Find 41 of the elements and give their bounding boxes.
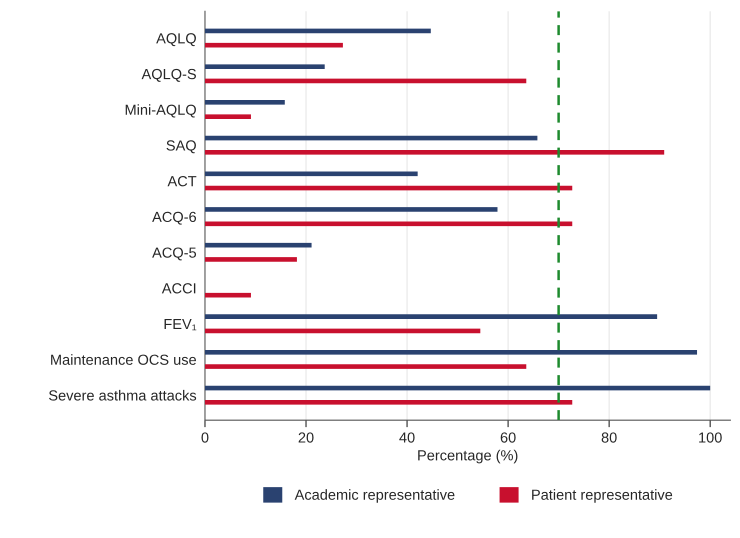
y-tick-label: ACQ-6 [152, 212, 196, 225]
x-axis-title: Percentage (%) [418, 450, 518, 464]
bar [204, 150, 664, 155]
bar [204, 328, 480, 334]
x-tick-label: 100 [699, 432, 722, 443]
bar [204, 314, 658, 319]
y-tick-label: FEV₁ [164, 319, 196, 330]
y-tick-label: Mini-AQLQ [126, 104, 196, 118]
bar [204, 364, 526, 369]
bar [204, 350, 698, 355]
bar [204, 100, 285, 105]
y-tick-label: AQLQ-S [142, 68, 196, 82]
bar [204, 136, 538, 140]
bar [204, 28, 431, 34]
bar [204, 386, 710, 390]
y-tick-label: ACT [168, 176, 196, 186]
bar [204, 257, 297, 262]
bar [204, 186, 572, 190]
bar [204, 64, 325, 69]
x-tick-label: 20 [298, 432, 314, 443]
bar [204, 242, 312, 248]
x-tick-label: 60 [500, 432, 516, 443]
legend-label: Academic representative [294, 489, 454, 503]
bar [204, 292, 251, 298]
y-tick-label: SAQ [166, 140, 196, 154]
y-tick-label: Severe asthma attacks [48, 390, 196, 401]
y-tick-label: Maintenance OCS use [51, 354, 196, 365]
x-tick-label: 80 [602, 432, 617, 443]
x-tick-label: 0 [201, 432, 208, 443]
bar [204, 42, 343, 48]
y-tick-label: AQLQ [156, 33, 196, 46]
bar [204, 78, 526, 84]
legend-label: Patient representative [532, 489, 672, 503]
bar [204, 114, 251, 119]
y-tick-label: ACCI [162, 283, 196, 294]
x-tick-label: 40 [399, 432, 415, 443]
bar [204, 171, 418, 176]
bar [204, 221, 572, 226]
bar [204, 207, 498, 212]
bar [204, 400, 572, 405]
y-tick-label: ACQ-5 [152, 247, 196, 260]
